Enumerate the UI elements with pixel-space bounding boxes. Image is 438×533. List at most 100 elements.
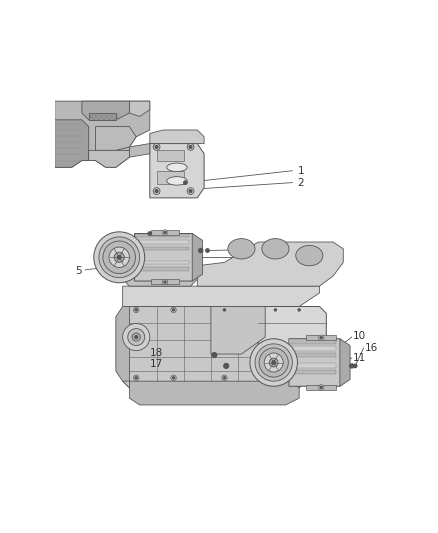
Circle shape [189,190,192,192]
Text: 3: 3 [297,244,304,254]
Circle shape [269,358,278,367]
Polygon shape [134,233,189,237]
Circle shape [135,336,138,338]
Circle shape [318,335,324,341]
Circle shape [148,232,152,235]
Polygon shape [88,113,116,120]
Text: 17: 17 [149,359,162,368]
Circle shape [212,353,217,358]
Ellipse shape [167,163,187,172]
Polygon shape [88,150,130,167]
Text: 5: 5 [75,266,82,276]
Circle shape [272,361,276,364]
Polygon shape [130,381,299,405]
Circle shape [162,230,168,235]
Circle shape [298,309,300,311]
Polygon shape [123,286,320,306]
Circle shape [297,307,302,313]
Polygon shape [55,101,150,167]
Circle shape [297,375,302,381]
Circle shape [222,375,227,381]
Polygon shape [289,370,336,374]
Circle shape [223,377,226,379]
Polygon shape [134,240,189,244]
Circle shape [318,385,324,390]
Circle shape [320,386,322,389]
Circle shape [173,309,175,311]
Polygon shape [116,306,130,381]
Polygon shape [130,101,150,116]
Circle shape [274,309,276,311]
Circle shape [273,307,278,313]
Circle shape [171,375,176,381]
Polygon shape [306,335,336,341]
Circle shape [103,241,135,273]
Polygon shape [123,259,197,286]
Polygon shape [152,279,179,285]
Polygon shape [289,363,336,368]
Polygon shape [289,346,336,351]
Circle shape [173,377,175,379]
Circle shape [224,364,229,368]
Circle shape [99,237,140,278]
Ellipse shape [262,239,289,259]
Ellipse shape [296,245,323,266]
Polygon shape [156,171,184,184]
Circle shape [155,146,158,148]
Circle shape [264,353,283,372]
Circle shape [164,281,166,283]
Polygon shape [82,101,130,120]
Circle shape [255,344,293,381]
Text: 10: 10 [353,332,366,341]
Circle shape [134,375,139,381]
Text: 6: 6 [111,235,117,245]
Text: 1: 1 [297,166,304,176]
Circle shape [206,249,209,252]
Polygon shape [289,353,336,358]
Circle shape [298,377,300,379]
Circle shape [155,190,158,192]
Polygon shape [152,230,179,235]
Circle shape [117,256,121,259]
Polygon shape [95,127,136,150]
Polygon shape [134,268,189,271]
Polygon shape [306,385,336,390]
Polygon shape [197,242,343,286]
Text: 18: 18 [149,349,162,358]
Polygon shape [130,143,150,157]
Circle shape [132,333,140,341]
Polygon shape [211,306,265,354]
Polygon shape [55,120,88,167]
Circle shape [153,188,160,195]
Circle shape [153,143,160,150]
Circle shape [135,377,137,379]
Polygon shape [123,306,306,388]
Circle shape [164,231,166,233]
Circle shape [223,309,226,311]
Circle shape [187,188,194,195]
Polygon shape [192,233,202,281]
Polygon shape [340,339,350,386]
Circle shape [187,143,194,150]
Circle shape [353,364,357,368]
Circle shape [134,307,139,313]
Polygon shape [150,143,204,198]
Circle shape [135,309,137,311]
Circle shape [123,324,150,351]
Circle shape [114,252,124,262]
Text: 2: 2 [297,177,304,188]
Circle shape [171,307,176,313]
Circle shape [128,328,145,345]
Circle shape [162,279,168,285]
Circle shape [94,232,145,282]
Polygon shape [134,233,199,281]
Polygon shape [134,261,189,264]
Circle shape [184,181,187,184]
Text: 11: 11 [353,353,366,363]
Circle shape [109,247,130,268]
Circle shape [259,348,288,377]
Text: 16: 16 [364,343,378,353]
Circle shape [222,307,227,313]
Polygon shape [289,340,336,344]
Text: 4: 4 [297,252,304,262]
